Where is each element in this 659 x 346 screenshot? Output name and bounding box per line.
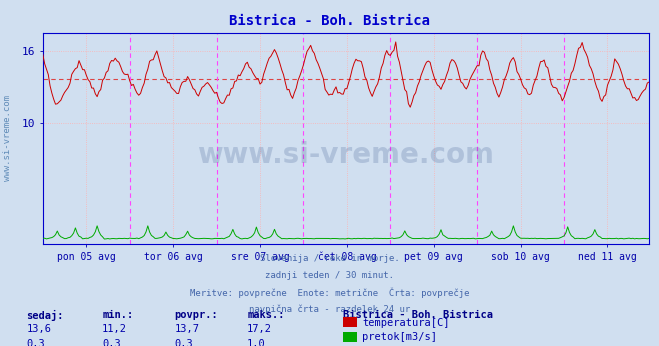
Text: min.:: min.: bbox=[102, 310, 133, 320]
Text: www.si-vreme.com: www.si-vreme.com bbox=[198, 141, 494, 169]
Text: 13,6: 13,6 bbox=[26, 324, 51, 334]
Text: temperatura[C]: temperatura[C] bbox=[362, 318, 450, 328]
Text: povpr.:: povpr.: bbox=[175, 310, 218, 320]
Text: 0,3: 0,3 bbox=[175, 339, 193, 346]
Text: Slovenija / reke in morje.: Slovenija / reke in morje. bbox=[260, 254, 399, 263]
Text: 11,2: 11,2 bbox=[102, 324, 127, 334]
Text: 0,3: 0,3 bbox=[102, 339, 121, 346]
Text: sedaj:: sedaj: bbox=[26, 310, 64, 321]
Text: maks.:: maks.: bbox=[247, 310, 285, 320]
Text: 13,7: 13,7 bbox=[175, 324, 200, 334]
Text: Bistrica - Boh. Bistrica: Bistrica - Boh. Bistrica bbox=[229, 14, 430, 28]
Text: 17,2: 17,2 bbox=[247, 324, 272, 334]
Text: Meritve: povprečne  Enote: metrične  Črta: povprečje: Meritve: povprečne Enote: metrične Črta:… bbox=[190, 288, 469, 298]
Text: www.si-vreme.com: www.si-vreme.com bbox=[3, 95, 13, 181]
Text: navpična črta - razdelek 24 ur: navpična črta - razdelek 24 ur bbox=[249, 304, 410, 313]
Text: zadnji teden / 30 minut.: zadnji teden / 30 minut. bbox=[265, 271, 394, 280]
Text: pretok[m3/s]: pretok[m3/s] bbox=[362, 333, 438, 342]
Text: 0,3: 0,3 bbox=[26, 339, 45, 346]
Text: 1,0: 1,0 bbox=[247, 339, 266, 346]
Text: Bistrica - Boh. Bistrica: Bistrica - Boh. Bistrica bbox=[343, 310, 493, 320]
